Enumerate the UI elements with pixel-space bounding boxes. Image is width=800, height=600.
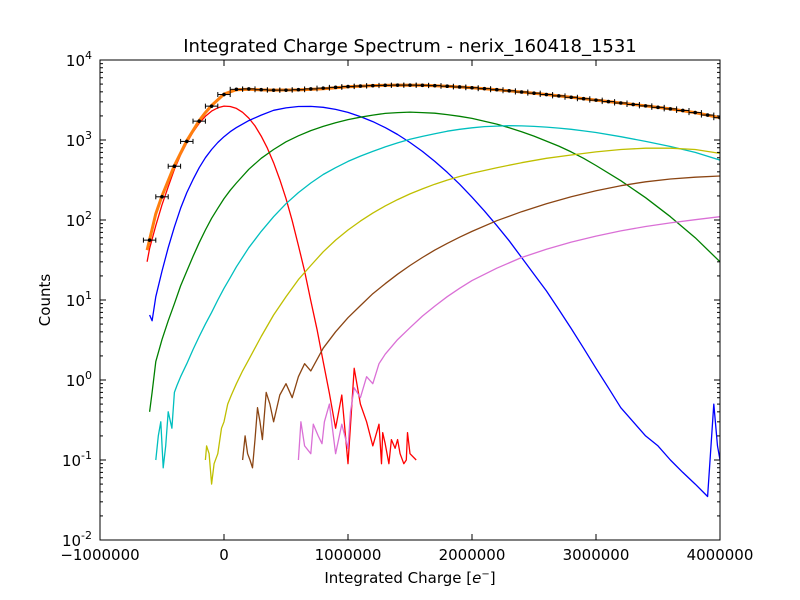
data-point: [507, 89, 512, 93]
data-point: [333, 85, 338, 90]
data-point: [544, 92, 549, 97]
data-point: [631, 102, 635, 107]
y-tick-label: 10-2: [62, 529, 92, 550]
y-tick-label: 102: [66, 209, 92, 230]
series-line-2: [149, 105, 720, 498]
x-tick-label: 1000000: [315, 546, 382, 564]
data-point: [259, 87, 264, 92]
axis-ticks: −1000000 0 1000000 2000000 3000000 4000000 10-…: [60, 49, 753, 564]
data-point: [371, 83, 375, 88]
plot-area: [142, 82, 720, 498]
data-point: [172, 164, 177, 169]
data-point: [247, 87, 251, 91]
data-point: [284, 88, 288, 92]
data-point: [408, 83, 412, 87]
x-tick-label: −1000000: [60, 546, 139, 564]
data-point: [197, 119, 201, 123]
y-tick-label: 103: [66, 129, 92, 150]
x-tick-label: 3000000: [563, 546, 630, 564]
data-point: [383, 83, 388, 88]
series-line-5: [204, 147, 720, 485]
data-point: [222, 92, 226, 97]
data-point: [271, 88, 276, 92]
data-point: [519, 90, 524, 94]
x-tick-label: 2000000: [439, 546, 506, 564]
data-point: [160, 194, 164, 199]
data-point: [557, 94, 561, 98]
data-point: [606, 99, 611, 104]
data-point: [420, 83, 425, 88]
data-point: [594, 98, 598, 102]
data-point: [296, 87, 301, 92]
data-point: [705, 113, 710, 117]
data-point: [681, 108, 685, 113]
data-point: [321, 86, 326, 90]
x-tick-label: 0: [219, 546, 229, 564]
data-point: [433, 83, 437, 88]
data-point: [358, 84, 363, 88]
y-axis-label: Counts: [36, 274, 54, 327]
y-tick-label: 104: [66, 49, 92, 70]
data-point: [457, 85, 462, 89]
data-point: [569, 95, 573, 100]
data-point: [209, 104, 214, 108]
series-line-6: [241, 175, 720, 469]
data-point: [532, 91, 536, 95]
y-tick-label: 10-1: [62, 449, 92, 470]
data-point: [693, 110, 697, 115]
data-point: [147, 238, 152, 242]
y-tick-label: 101: [66, 289, 92, 310]
chart-title: Integrated Charge Spectrum - nerix_16041…: [183, 36, 637, 57]
data-point: [395, 83, 400, 87]
data-point: [643, 104, 648, 108]
data-point: [445, 84, 450, 89]
data-point: [656, 105, 660, 110]
x-axis-label: Integrated Charge [e−]: [324, 569, 495, 587]
x-tick-label: 4000000: [687, 546, 754, 564]
series-line-4: [155, 125, 720, 469]
data-point: [346, 84, 350, 89]
data-point: [234, 87, 239, 92]
series-line-7: [297, 216, 720, 461]
data-point: [495, 87, 499, 92]
series-line-3: [148, 111, 720, 412]
data-point: [482, 86, 487, 91]
data-point: [581, 96, 586, 101]
data-point: [309, 87, 313, 91]
data-point: [470, 85, 474, 90]
data-point: [668, 107, 673, 111]
data-point: [619, 101, 623, 105]
data-point: [185, 139, 189, 144]
y-tick-label: 100: [66, 369, 92, 390]
